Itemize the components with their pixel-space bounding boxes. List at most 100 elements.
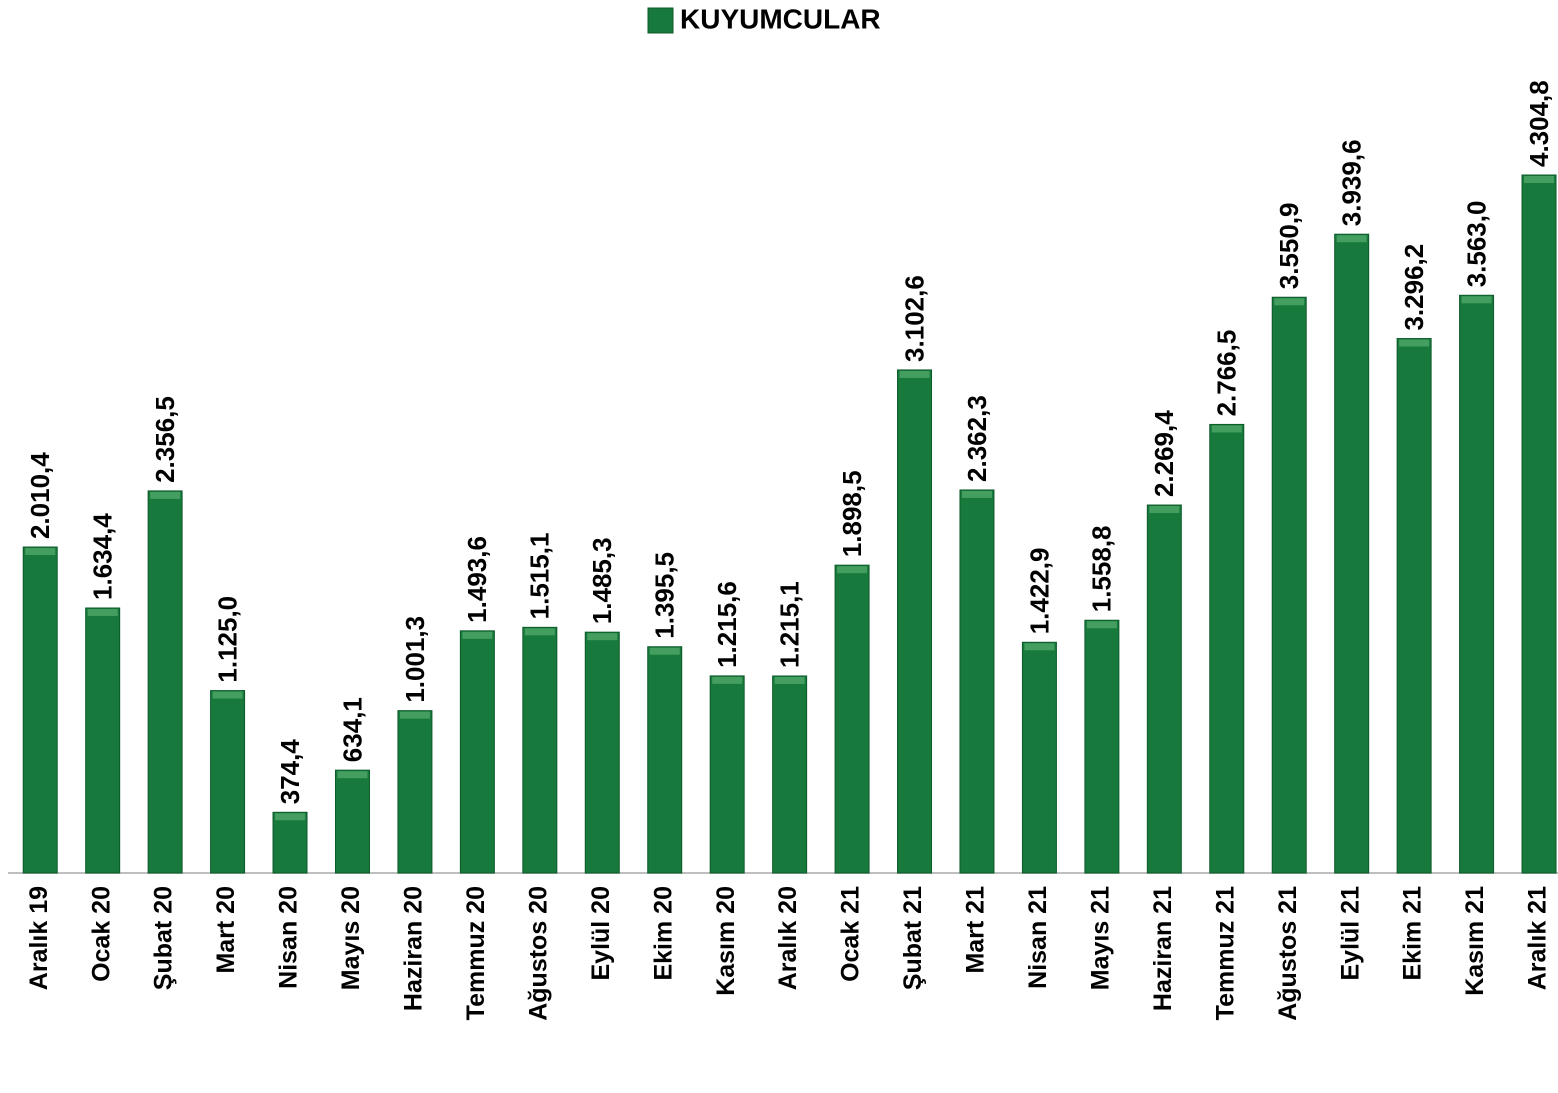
bar-highlight [837, 566, 868, 574]
value-label: 3.296,2 [1399, 244, 1429, 331]
legend-label: KUYUMCULAR [680, 3, 881, 34]
x-tick-label: Haziran 20 [400, 886, 428, 1011]
legend-swatch [647, 7, 674, 34]
value-label: 2.010,4 [25, 452, 55, 539]
x-tick-label: Ekim 20 [649, 886, 677, 981]
value-label: 1.001,3 [400, 616, 430, 703]
bar [22, 546, 58, 874]
bar-highlight [337, 771, 368, 779]
bar [584, 631, 620, 874]
x-tick-label: Şubat 20 [150, 886, 178, 990]
bar-highlight [1524, 176, 1555, 183]
bar [85, 607, 121, 874]
bar-highlight [462, 631, 493, 639]
x-tick-label: Mayıs 20 [337, 886, 365, 990]
x-tick-label: Kasım 20 [712, 886, 740, 996]
x-tick-label: Temmuz 20 [462, 886, 490, 1020]
bar-highlight [587, 633, 618, 641]
bar [459, 630, 495, 874]
bar [834, 564, 870, 874]
x-tick-label: Ocak 20 [87, 886, 115, 982]
bar-highlight [649, 647, 680, 655]
bar [897, 369, 933, 874]
bar [522, 626, 558, 874]
bar-highlight [399, 711, 430, 719]
value-label: 1.515,1 [525, 533, 555, 620]
value-label: 3.102,6 [899, 275, 929, 362]
bar [147, 490, 183, 874]
bar [1396, 338, 1432, 874]
value-label: 1.215,1 [775, 581, 805, 668]
value-label: 3.550,9 [1274, 202, 1304, 289]
bar-highlight [87, 608, 118, 616]
value-label: 2.269,4 [1149, 410, 1179, 497]
bar-highlight [961, 490, 992, 498]
value-label: 3.563,0 [1461, 201, 1491, 288]
bar-highlight [1336, 235, 1367, 243]
bar-highlight [899, 370, 930, 378]
bar [1146, 504, 1182, 874]
x-tick-label: Ağustos 20 [524, 886, 552, 1021]
value-label: 1.215,6 [712, 581, 742, 668]
value-label: 1.125,0 [212, 596, 242, 683]
bar-highlight [1461, 296, 1492, 304]
bar-highlight [150, 491, 181, 499]
x-tick-label: Ekim 21 [1399, 886, 1427, 981]
bar-highlight [1024, 643, 1055, 651]
x-tick-label: Eylül 21 [1336, 886, 1364, 981]
x-tick-label: Nisan 21 [1024, 886, 1052, 989]
value-label: 1.485,3 [587, 537, 617, 624]
x-tick-label: Mayıs 21 [1086, 886, 1114, 990]
value-label: 1.395,5 [650, 552, 680, 639]
x-tick-label: Ocak 21 [837, 886, 865, 982]
bar-highlight [1086, 621, 1117, 629]
bar [959, 489, 995, 874]
x-tick-label: Şubat 21 [899, 886, 927, 990]
bar-highlight [1149, 506, 1180, 514]
bar-highlight [1274, 298, 1305, 306]
x-tick-label: Kasım 21 [1461, 886, 1489, 996]
value-label: 1.493,6 [462, 536, 492, 623]
bar [647, 646, 683, 874]
value-label: 2.362,3 [962, 395, 992, 482]
x-tick-label: Mart 21 [962, 886, 990, 974]
bar [1334, 233, 1370, 874]
value-label: 634,1 [337, 697, 367, 762]
bar [1209, 423, 1245, 874]
bar [334, 769, 370, 874]
bar [709, 675, 745, 874]
bar [210, 690, 246, 874]
bar-highlight [524, 628, 555, 636]
value-label: 374,4 [275, 739, 305, 805]
bar-highlight [275, 813, 306, 821]
bar-highlight [1211, 425, 1242, 433]
bar-highlight [1399, 339, 1430, 347]
bar-highlight [774, 676, 805, 684]
x-tick-label: Haziran 21 [1149, 886, 1177, 1011]
bar [397, 710, 433, 874]
x-tick-label: Aralık 20 [774, 886, 802, 990]
bar-highlight [25, 548, 56, 556]
value-label: 1.634,4 [88, 513, 118, 600]
value-label: 2.356,5 [150, 396, 180, 483]
value-label: 1.558,8 [1087, 525, 1117, 612]
bar [1271, 296, 1307, 874]
bar [1521, 174, 1557, 874]
bar [1021, 641, 1057, 874]
x-tick-label: Temmuz 21 [1211, 886, 1239, 1020]
bar [1084, 619, 1120, 874]
value-label: 1.898,5 [837, 470, 867, 557]
bar-highlight [212, 691, 243, 699]
bar [772, 675, 808, 874]
value-label: 3.939,6 [1337, 139, 1367, 226]
value-label: 1.422,9 [1024, 548, 1054, 635]
value-label: 4.304,8 [1524, 80, 1554, 167]
x-tick-label: Aralık 19 [25, 886, 53, 990]
bar [1459, 294, 1495, 874]
x-tick-label: Aralık 21 [1524, 886, 1552, 990]
x-tick-label: Nisan 20 [275, 886, 303, 989]
bar-highlight [712, 676, 743, 684]
x-tick-label: Ağustos 21 [1274, 886, 1302, 1021]
x-tick-label: Mart 20 [212, 886, 240, 974]
